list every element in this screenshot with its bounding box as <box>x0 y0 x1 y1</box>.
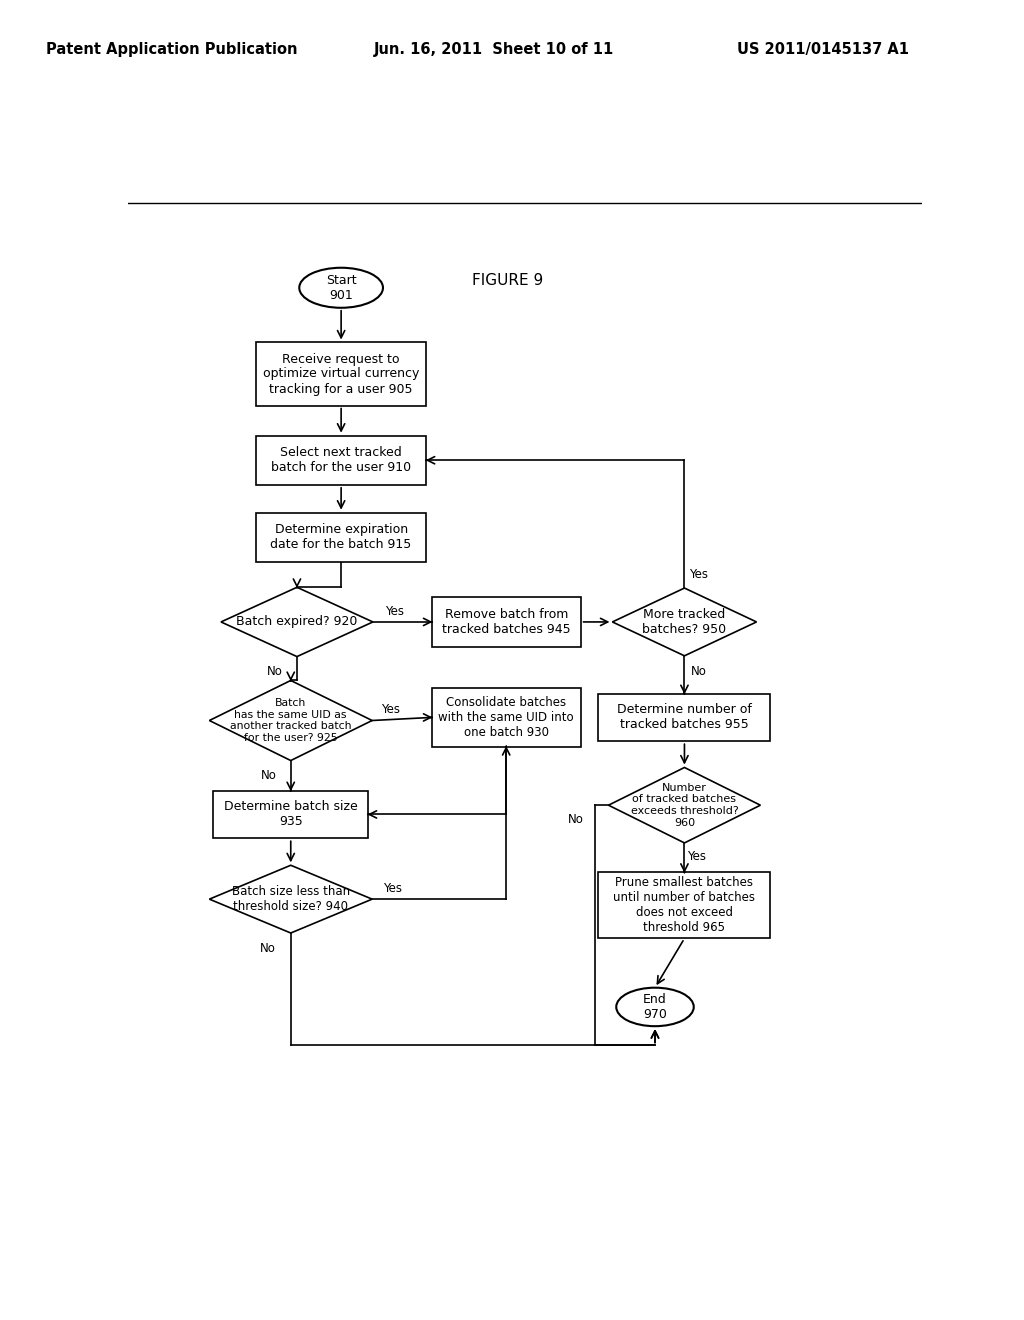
Text: Select next tracked
batch for the user 910: Select next tracked batch for the user 9… <box>271 446 412 474</box>
Text: Yes: Yes <box>381 704 400 717</box>
Text: Consolidate batches
with the same UID into
one batch 930: Consolidate batches with the same UID in… <box>438 696 574 739</box>
Text: Batch
has the same UID as
another tracked batch
for the user? 925: Batch has the same UID as another tracke… <box>230 698 351 743</box>
Text: US 2011/0145137 A1: US 2011/0145137 A1 <box>737 42 909 57</box>
Text: Determine batch size
935: Determine batch size 935 <box>224 800 357 829</box>
Text: No: No <box>259 942 275 954</box>
FancyBboxPatch shape <box>256 512 426 562</box>
Text: No: No <box>261 770 276 783</box>
Polygon shape <box>209 866 372 933</box>
Polygon shape <box>221 587 373 656</box>
FancyBboxPatch shape <box>256 342 426 405</box>
Text: Yes: Yes <box>385 605 404 618</box>
Polygon shape <box>209 681 372 760</box>
Text: End
970: End 970 <box>643 993 667 1020</box>
Ellipse shape <box>616 987 693 1026</box>
Text: Prune smallest batches
until number of batches
does not exceed
threshold 965: Prune smallest batches until number of b… <box>613 876 756 935</box>
Text: No: No <box>267 665 284 678</box>
Polygon shape <box>608 767 761 843</box>
Text: Batch size less than
threshold size? 940: Batch size less than threshold size? 940 <box>231 886 350 913</box>
Text: Yes: Yes <box>383 882 401 895</box>
Text: Receive request to
optimize virtual currency
tracking for a user 905: Receive request to optimize virtual curr… <box>263 352 419 396</box>
Text: More tracked
batches? 950: More tracked batches? 950 <box>642 609 726 636</box>
Text: Remove batch from
tracked batches 945: Remove batch from tracked batches 945 <box>442 609 570 636</box>
Text: Determine number of
tracked batches 955: Determine number of tracked batches 955 <box>617 704 752 731</box>
Text: Yes: Yes <box>689 568 708 581</box>
Text: No: No <box>690 665 707 677</box>
Polygon shape <box>612 589 757 656</box>
Text: Patent Application Publication: Patent Application Publication <box>46 42 298 57</box>
FancyBboxPatch shape <box>432 688 581 747</box>
Text: Start
901: Start 901 <box>326 273 356 302</box>
FancyBboxPatch shape <box>432 597 581 647</box>
Text: Number
of tracked batches
exceeds threshold?
960: Number of tracked batches exceeds thresh… <box>631 783 738 828</box>
Ellipse shape <box>299 268 383 308</box>
FancyBboxPatch shape <box>598 693 770 742</box>
Text: No: No <box>568 813 584 825</box>
Text: Batch expired? 920: Batch expired? 920 <box>237 615 357 628</box>
FancyBboxPatch shape <box>598 873 770 939</box>
Text: Determine expiration
date for the batch 915: Determine expiration date for the batch … <box>270 523 412 552</box>
Text: FIGURE 9: FIGURE 9 <box>472 272 544 288</box>
Text: Jun. 16, 2011  Sheet 10 of 11: Jun. 16, 2011 Sheet 10 of 11 <box>374 42 614 57</box>
FancyBboxPatch shape <box>213 791 369 838</box>
Text: Yes: Yes <box>687 850 707 863</box>
FancyBboxPatch shape <box>256 436 426 484</box>
